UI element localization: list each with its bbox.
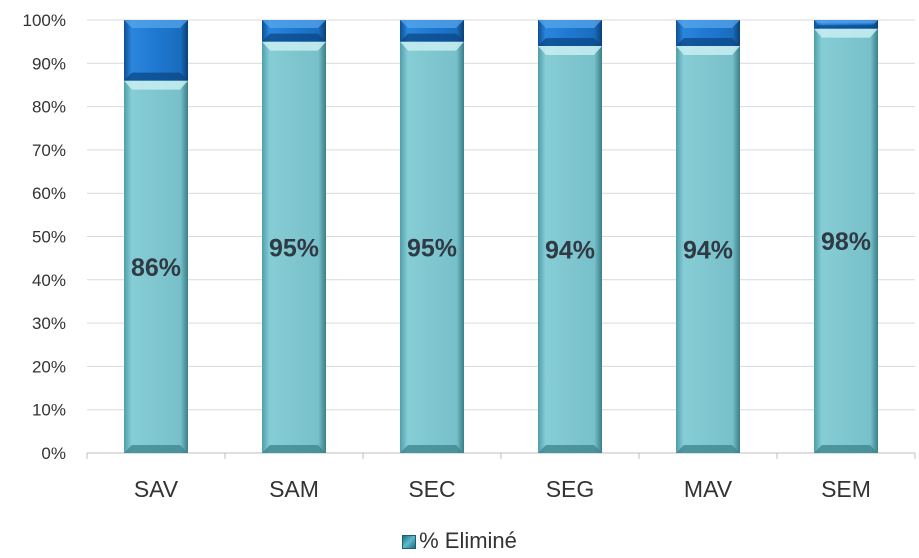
y-tick-label: 80%: [32, 98, 66, 117]
bar-eliminated-seg: [538, 45, 602, 453]
legend-swatch-eliminé: [402, 535, 417, 549]
bar-eliminated-sem: [814, 28, 878, 453]
axes: 0% 10% 20% 30% 40% 50% 60% 70% 80% 90% 100%: [23, 11, 916, 463]
x-category-label: SEG: [546, 476, 595, 502]
y-tick-label: 40%: [32, 271, 66, 290]
bar-bevel: [124, 445, 188, 453]
y-tick-label: 50%: [32, 228, 66, 247]
bar-bevel: [814, 445, 878, 453]
y-tick-label: 30%: [32, 314, 66, 333]
bar-bevel: [814, 25, 878, 29]
x-category-label: SEM: [821, 476, 871, 502]
x-category-label: SAM: [269, 476, 319, 502]
data-label: 98%: [821, 228, 871, 256]
bar-bevel: [262, 20, 326, 28]
bar-eliminated-sec: [400, 41, 464, 454]
y-tick-label: 0%: [41, 444, 66, 463]
bar-bevel: [676, 45, 740, 55]
bar-bevel: [400, 33, 464, 42]
gridlines: [87, 19, 915, 411]
y-tick-label: 100%: [23, 11, 66, 30]
bar-bevel: [814, 28, 878, 38]
x-category-label: MAV: [684, 476, 733, 502]
bar-bevel: [676, 445, 740, 453]
bar-bevel: [814, 20, 878, 24]
data-label: 95%: [269, 234, 319, 262]
bar-remaining-sav: [124, 20, 188, 81]
x-category-label: SAV: [134, 476, 179, 502]
legend-label: % Eliminé: [419, 528, 517, 553]
bar-bevel: [400, 41, 464, 51]
data-label: 95%: [407, 234, 457, 262]
y-tick-label: 20%: [32, 357, 66, 376]
bar-bevel: [124, 20, 188, 28]
bar-eliminated-sav: [124, 80, 188, 454]
bar-bevel: [262, 33, 326, 42]
bar-eliminated-mav: [676, 45, 740, 453]
bar-bevel: [676, 20, 740, 28]
bar-bevel: [400, 20, 464, 28]
data-label: 94%: [683, 236, 733, 264]
bar-bevel: [124, 72, 188, 81]
bar-bevel: [538, 20, 602, 28]
bar-bevel: [124, 80, 188, 90]
bar-bevel: [262, 41, 326, 51]
x-category-label: SEC: [408, 476, 455, 502]
y-tick-label: 90%: [32, 54, 66, 73]
bar-bevel: [538, 445, 602, 453]
bar-bevel: [400, 445, 464, 453]
bar-eliminated-sam: [262, 41, 326, 454]
bar-bevel: [262, 445, 326, 453]
y-tick-label: 10%: [32, 401, 66, 420]
stacked-bar-chart: 0% 10% 20% 30% 40% 50% 60% 70% 80% 90% 100% 86% SAV…: [23, 11, 916, 502]
bar-bevel: [676, 37, 740, 46]
bar-bevel: [538, 45, 602, 55]
bars: [124, 20, 878, 454]
bar-remaining-sem: [814, 20, 878, 29]
labels: 86% SAV 95% SAM 95% SEC 94% SEG 94% MAV 98% SEM: [131, 228, 871, 502]
data-label: 94%: [545, 236, 595, 264]
y-tick-label: 70%: [32, 141, 66, 160]
bar-bevel: [538, 37, 602, 46]
legend: % Eliminé: [0, 528, 919, 554]
data-label: 86%: [131, 254, 181, 282]
y-tick-label: 60%: [32, 184, 66, 203]
